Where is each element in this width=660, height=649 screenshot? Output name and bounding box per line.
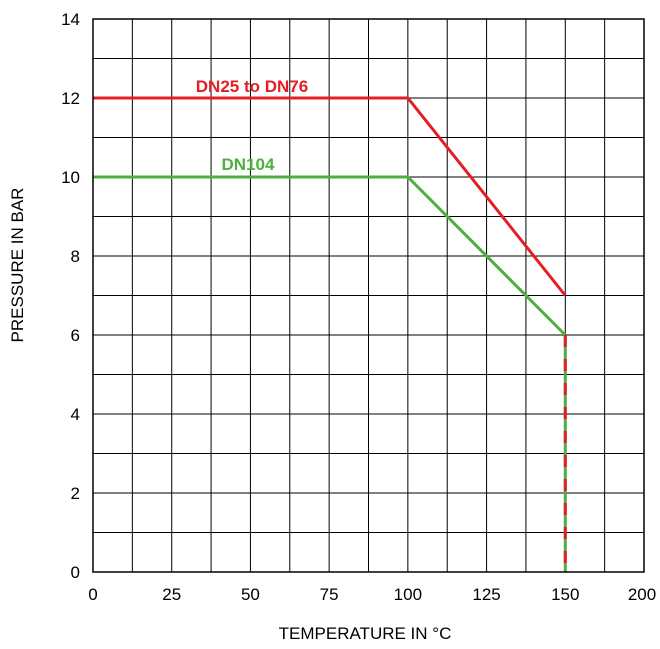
y-axis-ticks: 0 2 4 6 8 10 12 14 (61, 10, 80, 582)
y-tick-label: 8 (71, 247, 80, 266)
x-tick-label: 100 (394, 585, 422, 604)
annotations: DN25 to DN76 DN104 (196, 77, 308, 174)
x-tick-label: 200 (628, 585, 656, 604)
x-tick-label: 0 (88, 585, 97, 604)
series-line-dn25-to-dn76 (93, 96, 567, 297)
x-axis-label: TEMPERATURE IN °C (279, 624, 452, 643)
x-tick-label: 50 (241, 585, 260, 604)
grid (93, 19, 644, 572)
x-tick-label: 150 (551, 585, 579, 604)
x-tick-label: 125 (472, 585, 500, 604)
plot-border (92, 18, 645, 573)
y-tick-label: 4 (71, 405, 80, 424)
y-axis-label: PRESSURE IN BAR (8, 188, 27, 343)
y-tick-label: 10 (61, 168, 80, 187)
x-axis-ticks: 0 25 50 75 100 125 150 200 (88, 585, 656, 604)
series-label-dn25-to-dn76: DN25 to DN76 (196, 77, 308, 96)
x-tick-label: 25 (162, 585, 181, 604)
x-tick-label: 75 (320, 585, 339, 604)
series-layer (93, 96, 567, 572)
y-tick-label: 2 (71, 484, 80, 503)
y-tick-label: 6 (71, 326, 80, 345)
y-tick-label: 14 (61, 10, 80, 29)
y-tick-label: 12 (61, 89, 80, 108)
series-label-dn104: DN104 (222, 155, 275, 174)
series-line-dn104 (93, 175, 567, 337)
y-tick-label: 0 (71, 563, 80, 582)
